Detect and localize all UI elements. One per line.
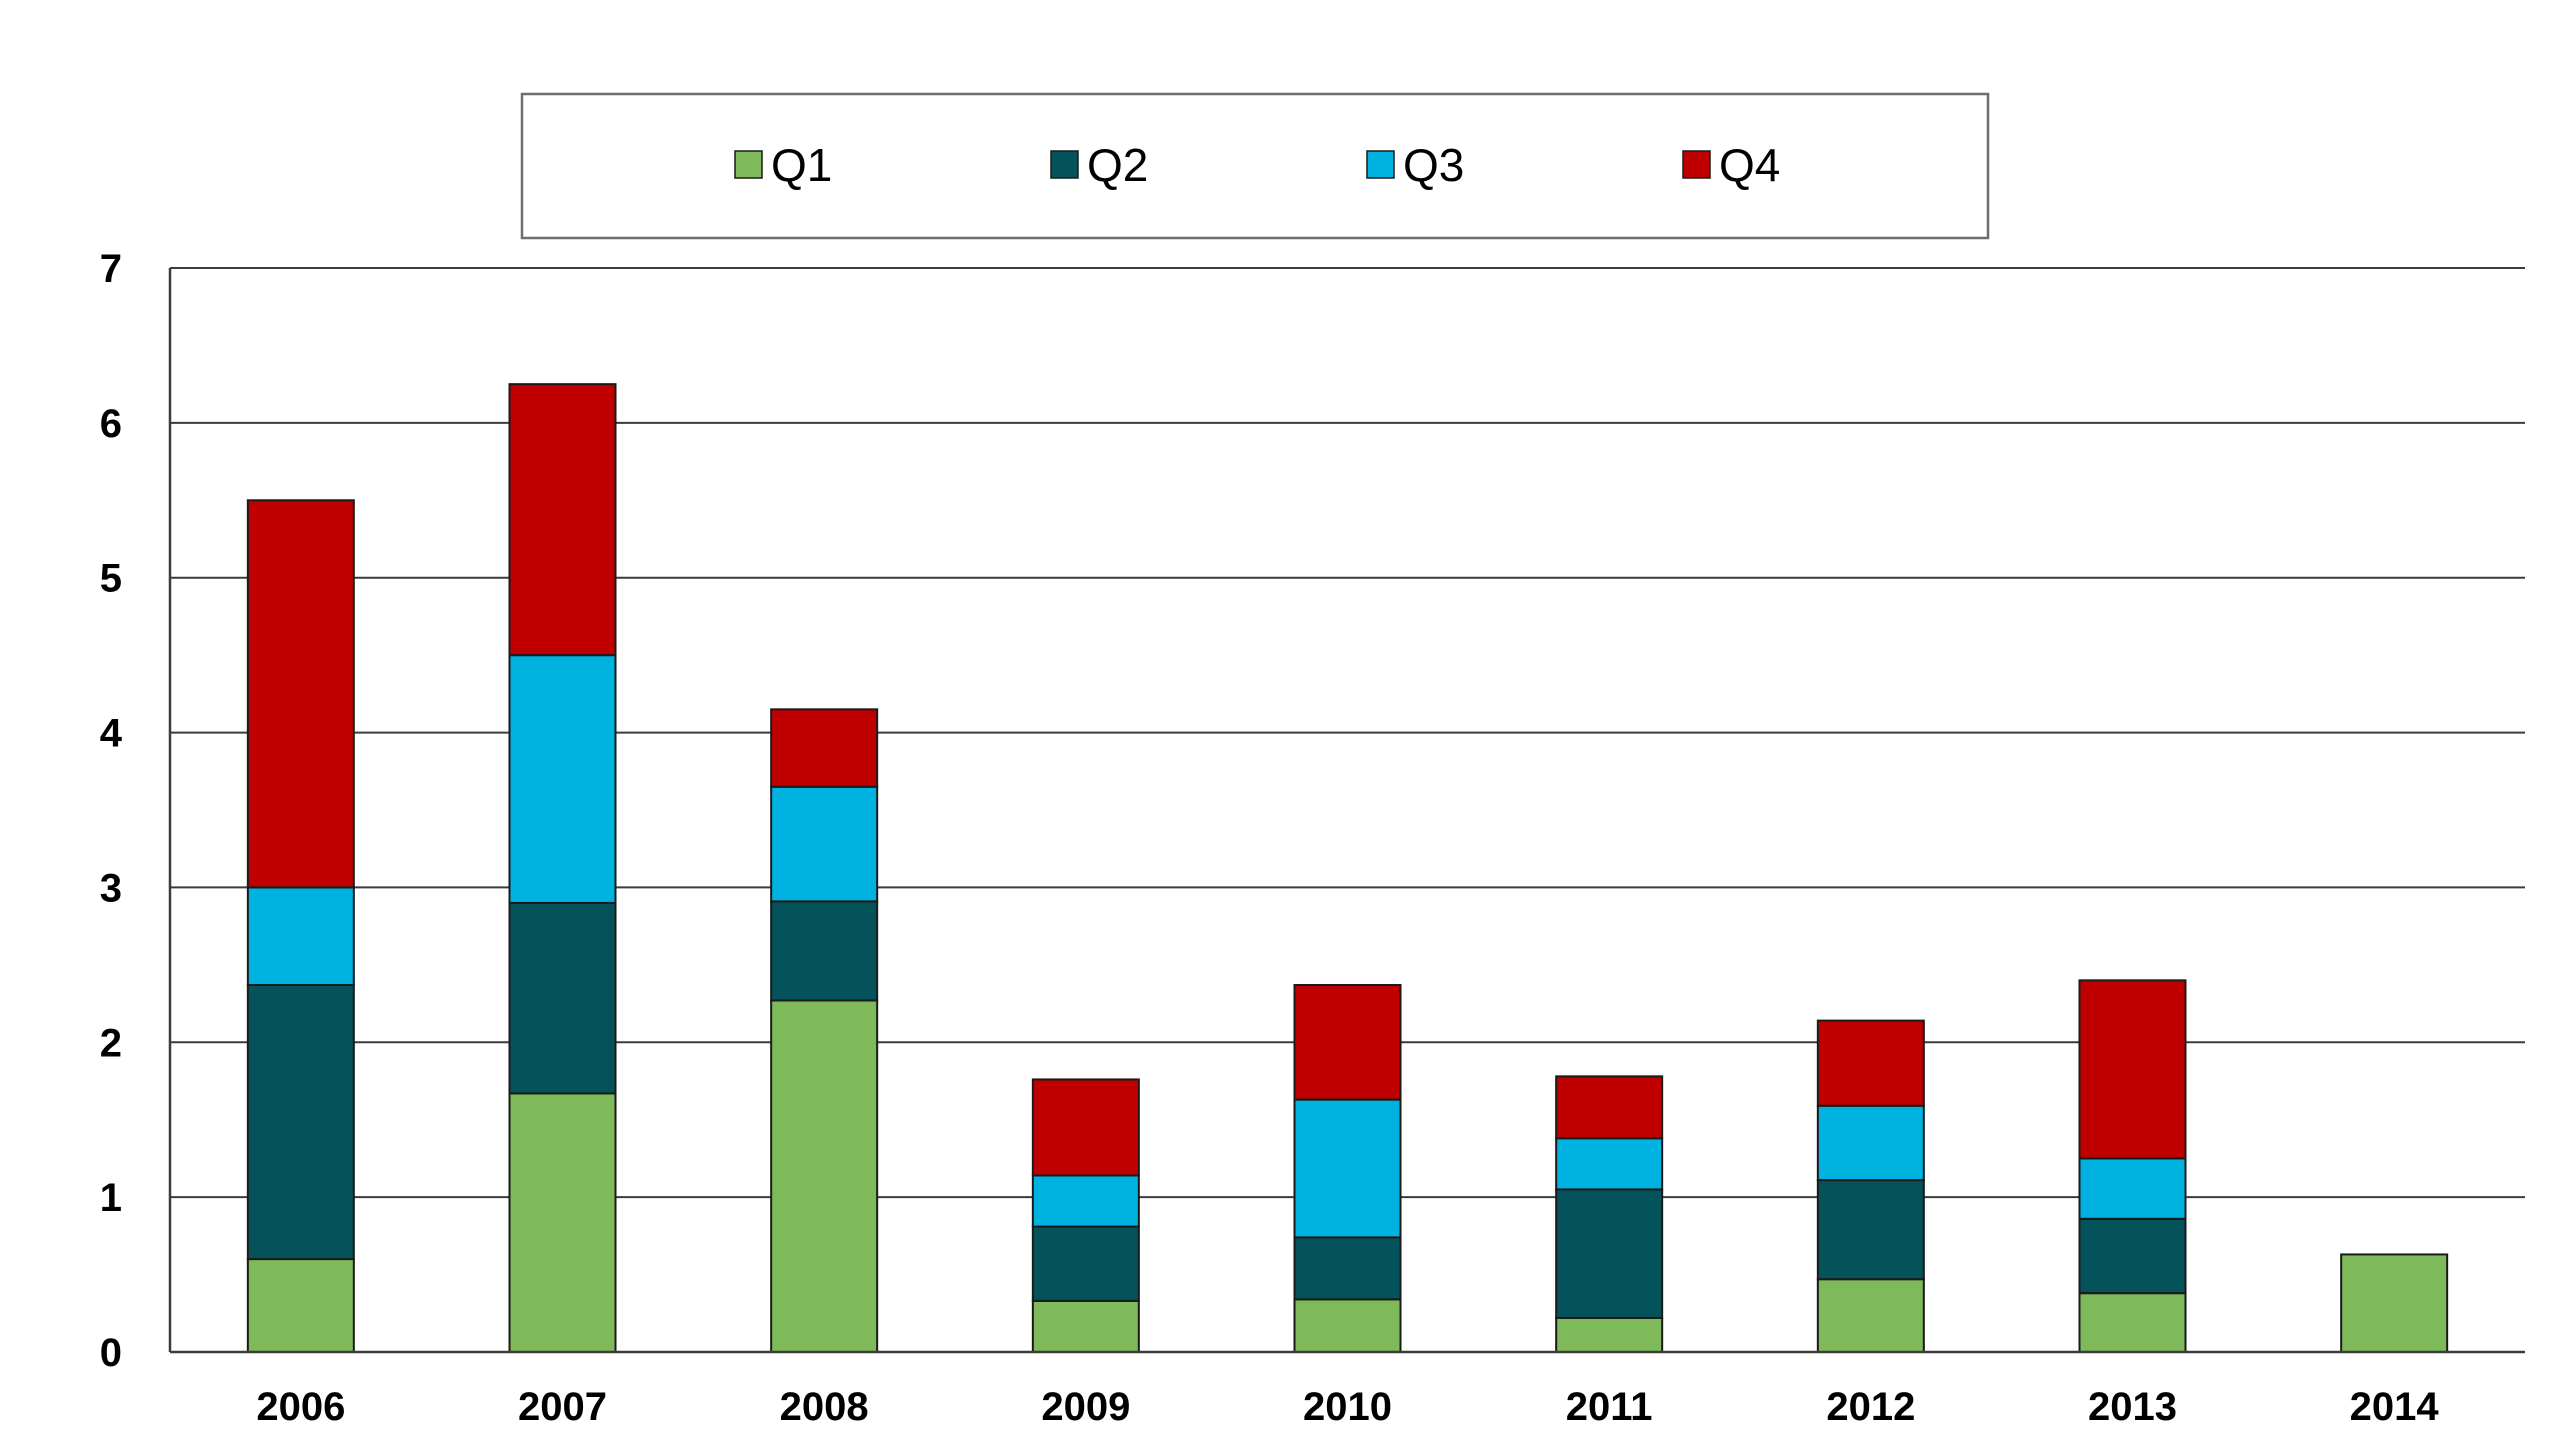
- bar-2007-q3: [508, 654, 617, 904]
- bar-2013-q3: [2078, 1157, 2187, 1220]
- bar-2009-q3: [1031, 1174, 1140, 1228]
- bar-2007-q4: [508, 383, 617, 657]
- y-tick-label: 3: [100, 866, 122, 910]
- bars: [246, 383, 2449, 1354]
- legend-label: Q1: [771, 139, 832, 191]
- bar-2009-q2: [1031, 1225, 1140, 1302]
- bar-stack-2012: [1816, 1019, 1925, 1354]
- bar-stack-2013: [2078, 979, 2187, 1354]
- x-tick-label: 2014: [2350, 1385, 2440, 1429]
- legend: Q1 Q2 Q3 Q4: [520, 92, 1990, 240]
- bar-stack-2007: [508, 383, 617, 1353]
- bar-2008-q4: [770, 708, 879, 788]
- bar-2008-q1: [770, 999, 879, 1354]
- bar-2007-q1: [508, 1092, 617, 1353]
- y-tick-label: 7: [100, 247, 122, 291]
- legend-swatch: [1682, 150, 1711, 179]
- legend-swatch: [1366, 150, 1395, 179]
- bar-2012-q4: [1816, 1019, 1925, 1107]
- legend-box: [520, 92, 1990, 240]
- bar-stack-2011: [1555, 1075, 1664, 1353]
- legend-label: Q3: [1403, 139, 1464, 191]
- x-tick-label: 2008: [780, 1385, 869, 1429]
- x-tick-label: 2013: [2088, 1385, 2177, 1429]
- legend-label: Q4: [1719, 139, 1780, 191]
- bar-2013-q1: [2078, 1292, 2187, 1354]
- bar-stack-2006: [246, 499, 355, 1353]
- x-tick-labels: 2006 2007 2008 2009 2010 2011 2012 2013 2014: [256, 1385, 2439, 1429]
- y-tick-labels: 0 1 2 3 4 5 6 7: [100, 247, 123, 1375]
- bar-2012-q1: [1816, 1278, 1925, 1354]
- legend-item-q4: Q4: [1682, 139, 1780, 191]
- y-tick-label: 0: [100, 1331, 122, 1375]
- bar-2012-q2: [1816, 1179, 1925, 1281]
- legend-item-q1: Q1: [734, 139, 832, 191]
- y-tick-label: 1: [100, 1176, 122, 1220]
- bar-2006-q2: [246, 983, 355, 1261]
- bar-2006-q4: [246, 499, 355, 889]
- bar-2013-q4: [2078, 979, 2187, 1160]
- bar-stack-2014: [2340, 1253, 2449, 1353]
- bar-2010-q4: [1293, 983, 1402, 1101]
- x-tick-label: 2007: [518, 1385, 607, 1429]
- bar-2007-q2: [508, 901, 617, 1095]
- bar-2010-q1: [1293, 1298, 1402, 1353]
- legend-item-q2: Q2: [1050, 139, 1148, 191]
- bar-2006-q1: [246, 1258, 355, 1353]
- bar-2009-q1: [1031, 1299, 1140, 1353]
- bar-2011-q2: [1555, 1188, 1664, 1319]
- bar-2011-q4: [1555, 1075, 1664, 1140]
- bar-2009-q4: [1031, 1078, 1140, 1177]
- bar-2011-q1: [1555, 1316, 1664, 1353]
- bar-2006-q3: [246, 886, 355, 986]
- bar-2010-q2: [1293, 1236, 1402, 1301]
- bar-2008-q2: [770, 900, 879, 1002]
- y-tick-label: 6: [100, 402, 122, 446]
- x-tick-label: 2009: [1041, 1385, 1130, 1429]
- bar-stack-2010: [1293, 983, 1402, 1353]
- x-tick-label: 2011: [1566, 1385, 1653, 1429]
- legend-item-q3: Q3: [1366, 139, 1464, 191]
- y-tick-label: 5: [100, 557, 122, 601]
- bar-2014-q1: [2340, 1253, 2449, 1353]
- x-tick-label: 2010: [1303, 1385, 1392, 1429]
- x-tick-label: 2012: [1826, 1385, 1915, 1429]
- y-tick-label: 4: [100, 712, 123, 756]
- y-tick-label: 2: [100, 1021, 122, 1065]
- bar-2008-q3: [770, 785, 879, 903]
- legend-swatch: [1050, 150, 1079, 179]
- axes: [168, 268, 2525, 1354]
- bar-2013-q2: [2078, 1217, 2187, 1295]
- bar-2012-q3: [1816, 1104, 1925, 1182]
- legend-swatch: [734, 150, 763, 179]
- bar-2011-q3: [1555, 1137, 1664, 1191]
- bar-stack-2008: [770, 708, 879, 1354]
- bar-2010-q3: [1293, 1098, 1402, 1239]
- bar-stack-2009: [1031, 1078, 1140, 1353]
- x-tick-label: 2006: [256, 1385, 345, 1429]
- legend-label: Q2: [1087, 139, 1148, 191]
